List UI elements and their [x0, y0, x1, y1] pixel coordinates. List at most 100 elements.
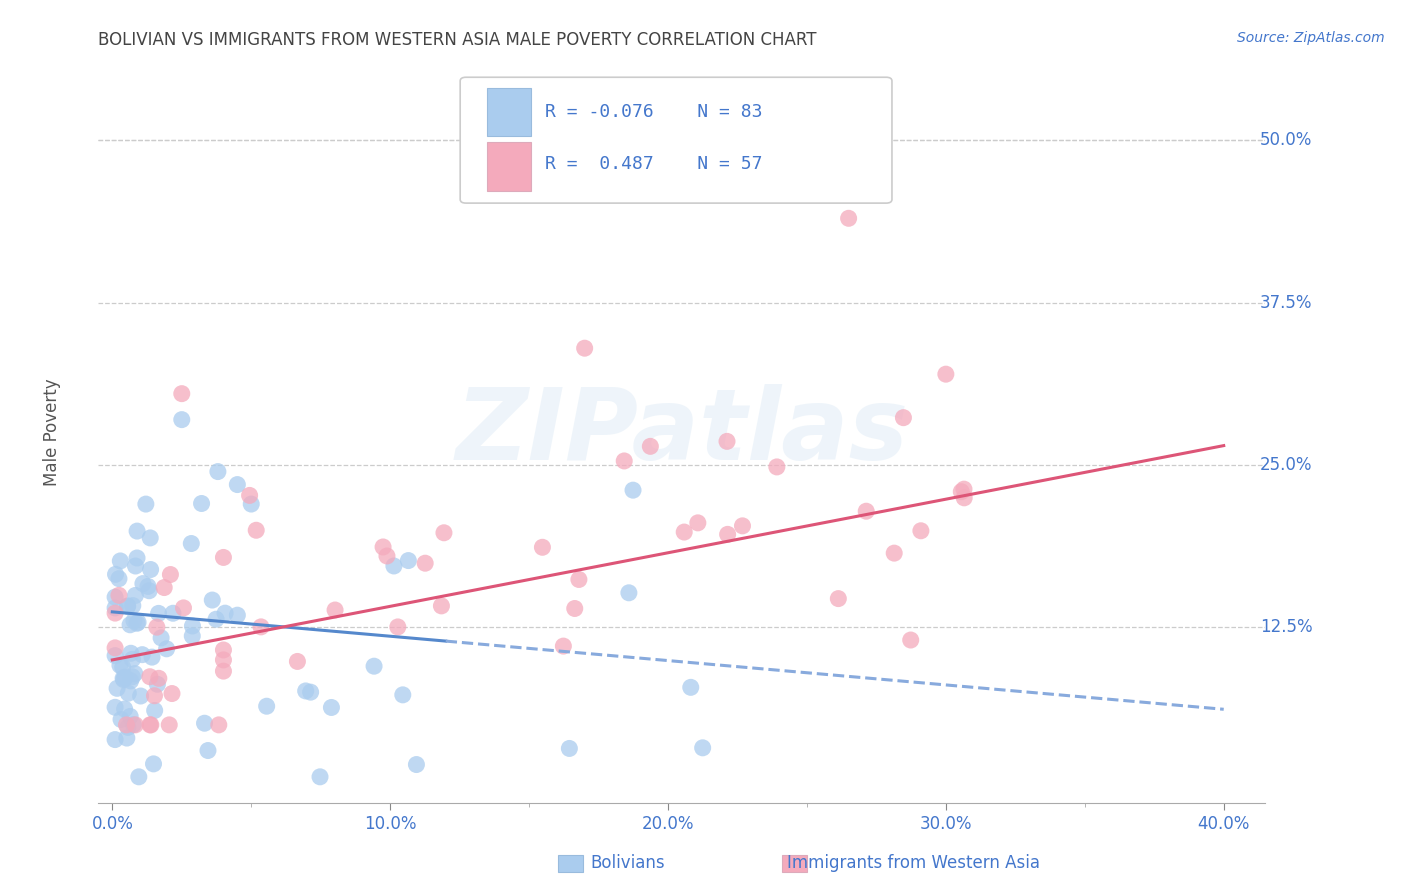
Point [716, 434, 738, 449]
Point [148, 671, 170, 685]
Point [574, 341, 596, 355]
Point [201, 593, 224, 607]
Point [686, 516, 709, 530]
Point [121, 652, 143, 666]
Point [212, 550, 235, 565]
Point [127, 615, 149, 630]
Point [396, 553, 419, 567]
Point [120, 646, 142, 660]
Point [679, 681, 702, 695]
Point [110, 713, 132, 727]
Point [193, 716, 215, 731]
Point [122, 614, 145, 628]
Point [110, 554, 132, 568]
Point [181, 619, 204, 633]
Point [129, 689, 152, 703]
Point [153, 581, 176, 595]
Point [430, 599, 453, 613]
Point [125, 551, 148, 566]
Point [170, 412, 193, 426]
Point [104, 700, 127, 714]
Point [371, 540, 394, 554]
Point [692, 740, 714, 755]
Point [717, 527, 740, 541]
Point [104, 648, 127, 663]
Point [673, 524, 696, 539]
Point [190, 496, 212, 510]
Point [117, 720, 139, 734]
Point [139, 718, 162, 732]
Text: Bolivians: Bolivians [591, 855, 665, 872]
Point [893, 410, 915, 425]
Point [127, 524, 149, 538]
Point [391, 688, 413, 702]
Text: 37.5%: 37.5% [1260, 293, 1312, 311]
Point [112, 673, 135, 687]
Point [640, 439, 662, 453]
Point [953, 491, 976, 505]
Point [855, 504, 877, 518]
Point [112, 671, 135, 685]
Point [132, 576, 155, 591]
Point [558, 741, 581, 756]
Point [433, 525, 456, 540]
Point [553, 639, 575, 653]
Point [159, 567, 181, 582]
Text: Male Poverty: Male Poverty [42, 379, 60, 486]
Point [214, 606, 236, 620]
Point [121, 670, 143, 684]
Point [240, 497, 263, 511]
Point [766, 459, 789, 474]
Point [122, 717, 145, 731]
Point [170, 386, 193, 401]
Point [953, 482, 976, 496]
Point [124, 589, 146, 603]
Point [139, 562, 162, 576]
Text: Source: ZipAtlas.com: Source: ZipAtlas.com [1237, 31, 1385, 45]
Point [299, 685, 322, 699]
Point [114, 670, 136, 684]
Point [245, 523, 267, 537]
Point [950, 484, 973, 499]
Point [157, 718, 180, 732]
Point [568, 573, 591, 587]
Point [405, 757, 427, 772]
Point [256, 699, 278, 714]
Point [146, 620, 169, 634]
Bar [486, 143, 531, 191]
Point [900, 633, 922, 648]
Point [205, 612, 228, 626]
Bar [558, 855, 583, 872]
Point [136, 579, 159, 593]
Point [104, 590, 127, 604]
Point [115, 731, 138, 745]
Point [613, 454, 636, 468]
Point [111, 660, 134, 674]
Point [120, 617, 142, 632]
Point [104, 601, 127, 615]
Point [323, 603, 346, 617]
Point [212, 643, 235, 657]
Point [135, 497, 157, 511]
Point [105, 681, 128, 696]
Point [143, 704, 166, 718]
Text: Immigrants from Western Asia: Immigrants from Western Asia [787, 855, 1040, 872]
Point [321, 700, 343, 714]
Point [413, 556, 436, 570]
Point [155, 641, 177, 656]
Point [139, 531, 162, 545]
Point [124, 718, 146, 732]
Point [731, 519, 754, 533]
Point [309, 770, 332, 784]
Text: 12.5%: 12.5% [1260, 618, 1312, 637]
Text: R = -0.076    N = 83: R = -0.076 N = 83 [546, 103, 763, 121]
Point [226, 477, 249, 491]
Point [363, 659, 385, 673]
Point [160, 687, 183, 701]
Point [120, 673, 142, 688]
Point [564, 601, 586, 615]
Text: ZIPatlas: ZIPatlas [456, 384, 908, 481]
Point [162, 606, 184, 620]
Point [838, 211, 860, 226]
Point [180, 536, 202, 550]
